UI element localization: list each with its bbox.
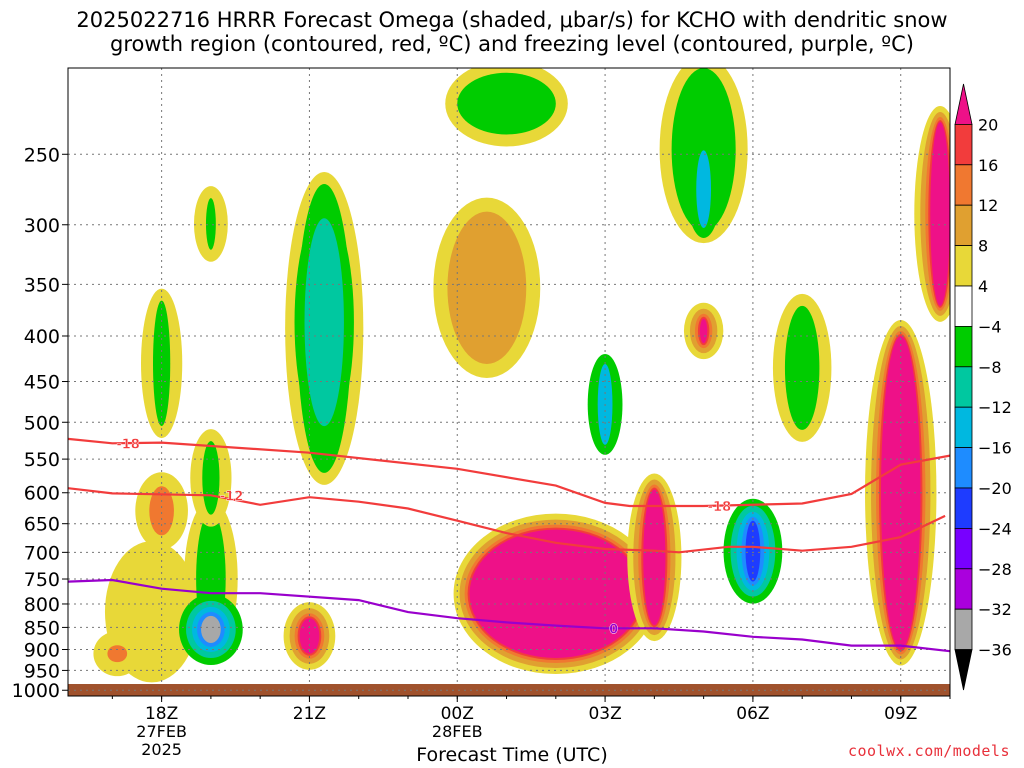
colorbar-swatch bbox=[954, 325, 973, 368]
x-tick-label: 03Z bbox=[588, 704, 621, 724]
colorbar-swatch bbox=[954, 528, 973, 570]
omega-cell bbox=[745, 520, 761, 582]
ground-fill bbox=[68, 684, 950, 696]
colorbar-cap-bottom bbox=[954, 649, 973, 691]
grid bbox=[68, 68, 950, 691]
ground-layer bbox=[68, 684, 950, 696]
colorbar-label: −4 bbox=[978, 317, 1002, 336]
x-tick-label: 06Z bbox=[736, 704, 769, 724]
isotherm-label: 0 bbox=[609, 622, 618, 637]
x-tick-label: 18Z bbox=[145, 704, 178, 724]
y-tick-label: 500 bbox=[24, 412, 60, 434]
x-tick-label: 09Z bbox=[884, 704, 917, 724]
colorbar-swatch bbox=[954, 204, 973, 246]
colorbar-swatch bbox=[954, 608, 973, 651]
y-tick-label: 950 bbox=[24, 660, 60, 682]
y-tick-label: 550 bbox=[24, 449, 60, 471]
y-tick-label: 750 bbox=[24, 569, 60, 591]
y-tick-label: 1000 bbox=[12, 680, 60, 702]
axes: 2503003504004505005506006507007508008509… bbox=[12, 67, 951, 759]
omega-cell bbox=[930, 122, 950, 306]
colorbar-label: −16 bbox=[978, 439, 1012, 458]
omega-cell bbox=[107, 645, 128, 663]
omega-cell bbox=[784, 305, 820, 430]
site-credit: coolwx.com/models bbox=[847, 742, 1010, 760]
y-tick-label: 700 bbox=[24, 542, 60, 564]
omega-cell bbox=[201, 615, 221, 644]
omega-cell bbox=[149, 486, 174, 536]
omega-cell bbox=[643, 489, 666, 626]
colorbar-swatch bbox=[954, 164, 973, 206]
y-tick-label: 350 bbox=[24, 274, 60, 296]
colorbar: 20 16 12 8 4 −4 −8 −12 −16 −20 −24 −28 −32 −36 bbox=[954, 83, 1012, 691]
omega-cell bbox=[469, 529, 643, 659]
contour-lines bbox=[68, 437, 950, 653]
colorbar-swatch bbox=[954, 447, 973, 489]
colorbar-label: −12 bbox=[978, 398, 1012, 417]
omega-cell bbox=[699, 318, 708, 344]
isotherm-line bbox=[68, 487, 946, 554]
colorbar-swatch bbox=[954, 406, 973, 449]
omega-cell bbox=[202, 441, 220, 515]
colorbar-label: −28 bbox=[978, 560, 1012, 579]
omega-cell bbox=[299, 618, 320, 654]
y-tick-label: 450 bbox=[24, 372, 60, 394]
y-tick-label: 300 bbox=[24, 215, 60, 237]
colorbar-swatch bbox=[954, 568, 973, 610]
chart-title-line-2: growth region (contoured, red, ºC) and f… bbox=[110, 32, 914, 56]
colorbar-label: 12 bbox=[978, 196, 998, 215]
isotherm-label: -18 bbox=[708, 500, 732, 515]
y-tick-label: 600 bbox=[24, 483, 60, 505]
omega-cell bbox=[881, 335, 921, 650]
isotherm-line bbox=[68, 437, 950, 508]
colorbar-label: −24 bbox=[978, 519, 1012, 538]
colorbar-label: −32 bbox=[978, 600, 1012, 619]
colorbar-swatch bbox=[954, 487, 973, 529]
x-tick-sublabel: 2025 bbox=[141, 740, 182, 759]
contour-labels: -18 -18 -12 0 bbox=[116, 437, 731, 637]
isotherm-label: -18 bbox=[116, 437, 140, 452]
x-tick-label: 00Z bbox=[441, 704, 474, 724]
omega-cell bbox=[696, 150, 712, 228]
colorbar-label: 20 bbox=[978, 115, 998, 134]
colorbar-label: −36 bbox=[978, 641, 1012, 660]
colorbar-cap-top bbox=[954, 83, 973, 125]
colorbar-label: −8 bbox=[978, 358, 1002, 377]
colorbar-label: −20 bbox=[978, 479, 1012, 498]
y-tick-label: 800 bbox=[24, 594, 60, 616]
omega-cell bbox=[457, 72, 556, 135]
colorbar-swatch bbox=[954, 366, 973, 408]
omega-cell bbox=[447, 211, 527, 364]
y-tick-label: 650 bbox=[24, 514, 60, 536]
x-tick-sublabel: 28FEB bbox=[432, 722, 483, 741]
colorbar-swatch bbox=[954, 245, 973, 287]
colorbar-label: 16 bbox=[978, 156, 998, 175]
x-tick-label: 21Z bbox=[293, 704, 326, 724]
colorbar-swatch bbox=[954, 124, 973, 166]
x-axis-label: Forecast Time (UTC) bbox=[416, 744, 608, 766]
isotherm-line bbox=[68, 578, 950, 653]
colorbar-swatch bbox=[954, 285, 973, 327]
y-tick-label: 400 bbox=[24, 326, 60, 348]
y-tick-label: 900 bbox=[24, 640, 60, 662]
x-tick-sublabel: 27FEB bbox=[136, 722, 187, 741]
chart-title-line-1: 2025022716 HRRR Forecast Omega (shaded, … bbox=[76, 8, 948, 32]
colorbar-label: 8 bbox=[978, 237, 988, 256]
omega-cell bbox=[304, 218, 344, 427]
y-tick-label: 250 bbox=[24, 144, 60, 166]
colorbar-label: 4 bbox=[978, 277, 988, 296]
omega-shading bbox=[93, 68, 950, 683]
omega-cell bbox=[205, 198, 216, 250]
y-tick-label: 850 bbox=[24, 617, 60, 639]
isotherm-label: -12 bbox=[220, 489, 244, 504]
